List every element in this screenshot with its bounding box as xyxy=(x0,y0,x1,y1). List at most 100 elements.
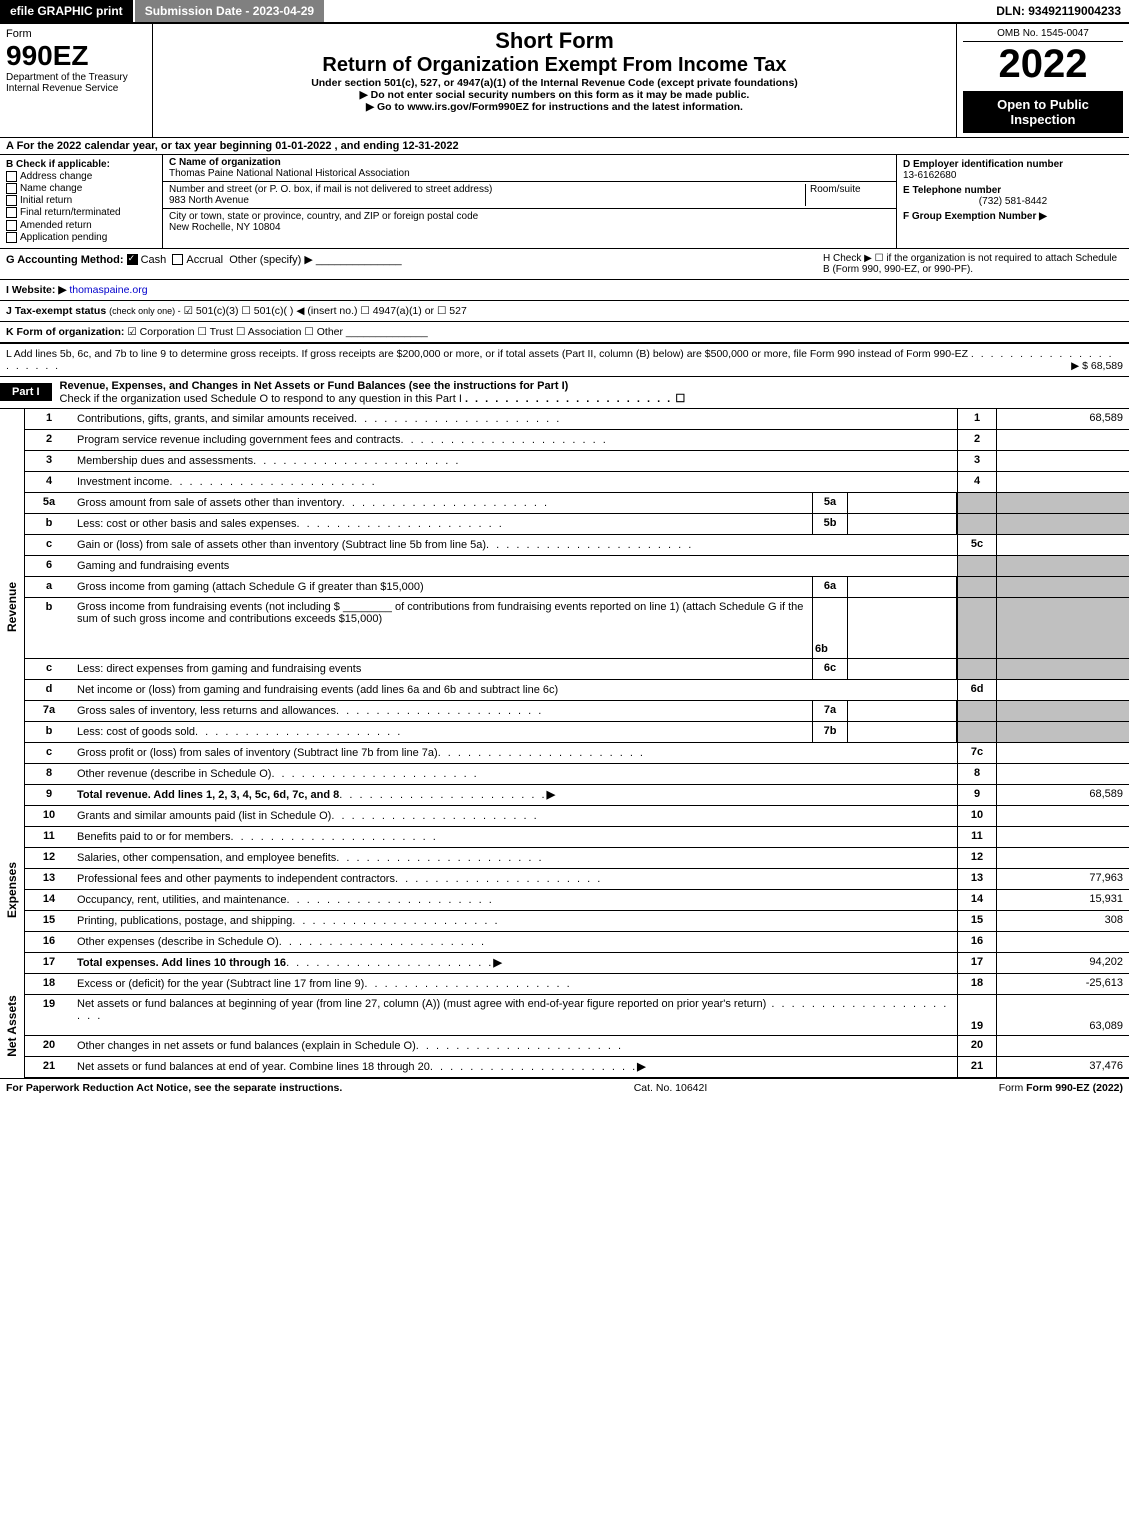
form-header: Form 990EZ Department of the Treasury In… xyxy=(0,24,1129,138)
website-link[interactable]: thomaspaine.org xyxy=(69,284,147,296)
footer-right: Form Form 990-EZ (2022) xyxy=(999,1082,1123,1094)
line-2-value xyxy=(996,430,1129,450)
check-name-change[interactable]: Name change xyxy=(6,183,156,194)
line-10-value xyxy=(996,806,1129,826)
irs-label: Internal Revenue Service xyxy=(6,83,146,94)
section-g: G Accounting Method: Cash Accrual Other … xyxy=(6,253,823,275)
line-7b: b Less: cost of goods sold 7b xyxy=(25,722,1129,743)
line-19-value: 63,089 xyxy=(996,995,1129,1035)
line-6a: a Gross income from gaming (attach Sched… xyxy=(25,577,1129,598)
check-address-change[interactable]: Address change xyxy=(6,171,156,182)
check-cash[interactable] xyxy=(127,254,138,265)
section-l: L Add lines 5b, 6c, and 7b to line 9 to … xyxy=(0,344,1129,376)
line-7c: c Gross profit or (loss) from sales of i… xyxy=(25,743,1129,764)
line-7b-value xyxy=(848,722,957,742)
line-14: 14 Occupancy, rent, utilities, and maint… xyxy=(25,890,1129,911)
line-19: 19 Net assets or fund balances at beginn… xyxy=(25,995,1129,1036)
line-20: 20 Other changes in net assets or fund b… xyxy=(25,1036,1129,1057)
line-17-value: 94,202 xyxy=(996,953,1129,973)
section-i-label: I Website: ▶ xyxy=(6,284,66,296)
section-j-opts: ☑ 501(c)(3) ☐ 501(c)( ) ◀ (insert no.) ☐… xyxy=(184,305,467,317)
part-1-checkbox[interactable]: ☐ xyxy=(675,393,685,405)
line-2: 2 Program service revenue including gove… xyxy=(25,430,1129,451)
line-6b: b Gross income from fundraising events (… xyxy=(25,598,1129,659)
check-application-pending[interactable]: Application pending xyxy=(6,232,156,243)
line-18-value: -25,613 xyxy=(996,974,1129,994)
line-1: 1 Contributions, gifts, grants, and simi… xyxy=(25,409,1129,430)
section-a-tax-year: A For the 2022 calendar year, or tax yea… xyxy=(0,138,1129,155)
section-i: I Website: ▶ thomaspaine.org xyxy=(0,280,1129,301)
section-k-opts: ☑ Corporation ☐ Trust ☐ Association ☐ Ot… xyxy=(127,326,343,338)
check-amended-return[interactable]: Amended return xyxy=(6,220,156,231)
line-7a: 7a Gross sales of inventory, less return… xyxy=(25,701,1129,722)
efile-print-button[interactable]: efile GRAPHIC print xyxy=(0,0,135,22)
form-number: 990EZ xyxy=(6,40,146,72)
line-21: 21 Net assets or fund balances at end of… xyxy=(25,1057,1129,1078)
line-6d: d Net income or (loss) from gaming and f… xyxy=(25,680,1129,701)
org-name: Thomas Paine National National Historica… xyxy=(169,168,890,179)
footer: For Paperwork Reduction Act Notice, see … xyxy=(0,1078,1129,1097)
section-k: K Form of organization: ☑ Corporation ☐ … xyxy=(0,322,1129,344)
section-k-label: K Form of organization: xyxy=(6,326,124,338)
goto-link[interactable]: ▶ Go to www.irs.gov/Form990EZ for instru… xyxy=(159,101,950,113)
street-address: 983 North Avenue xyxy=(169,195,805,206)
line-9-value: 68,589 xyxy=(996,785,1129,805)
sections-b-f: B Check if applicable: Address change Na… xyxy=(0,155,1129,249)
sections-g-h: G Accounting Method: Cash Accrual Other … xyxy=(0,249,1129,280)
line-4: 4 Investment income 4 xyxy=(25,472,1129,493)
check-initial-return[interactable]: Initial return xyxy=(6,195,156,206)
line-13: 13 Professional fees and other payments … xyxy=(25,869,1129,890)
form-label: Form xyxy=(6,28,146,40)
section-g-label: G Accounting Method: xyxy=(6,254,124,266)
part-1-check: Check if the organization used Schedule … xyxy=(60,393,462,405)
line-8: 8 Other revenue (describe in Schedule O)… xyxy=(25,764,1129,785)
under-section-text: Under section 501(c), 527, or 4947(a)(1)… xyxy=(159,77,950,89)
submission-date-button[interactable]: Submission Date - 2023-04-29 xyxy=(135,0,324,22)
line-6c-value xyxy=(848,659,957,679)
section-b-label: B Check if applicable: xyxy=(6,159,156,170)
part-1-title: Revenue, Expenses, and Changes in Net As… xyxy=(52,377,1129,408)
line-3: 3 Membership dues and assessments 3 xyxy=(25,451,1129,472)
expenses-side-label: Expenses xyxy=(0,806,25,974)
section-j-label: J Tax-exempt status xyxy=(6,305,106,317)
revenue-section: Revenue 1 Contributions, gifts, grants, … xyxy=(0,409,1129,806)
phone: (732) 581-8442 xyxy=(903,196,1123,207)
line-7a-value xyxy=(848,701,957,721)
line-14-value: 15,931 xyxy=(996,890,1129,910)
revenue-side-label: Revenue xyxy=(0,409,25,806)
section-b: B Check if applicable: Address change Na… xyxy=(0,155,163,248)
street-label: Number and street (or P. O. box, if mail… xyxy=(169,184,805,195)
sections-d-e-f: D Employer identification number 13-6162… xyxy=(896,155,1129,248)
line-6c: c Less: direct expenses from gaming and … xyxy=(25,659,1129,680)
city-label: City or town, state or province, country… xyxy=(169,211,890,222)
line-3-value xyxy=(996,451,1129,471)
line-11-value xyxy=(996,827,1129,847)
line-6b-value xyxy=(848,598,957,658)
check-accrual[interactable] xyxy=(172,254,183,265)
line-16-value xyxy=(996,932,1129,952)
line-10: 10 Grants and similar amounts paid (list… xyxy=(25,806,1129,827)
header-right: OMB No. 1545-0047 2022 Open to Public In… xyxy=(956,24,1129,137)
line-13-value: 77,963 xyxy=(996,869,1129,889)
open-to-public: Open to Public Inspection xyxy=(963,91,1123,133)
line-4-value xyxy=(996,472,1129,492)
line-7c-value xyxy=(996,743,1129,763)
return-title: Return of Organization Exempt From Incom… xyxy=(159,54,950,77)
part-1-label: Part I xyxy=(0,383,52,401)
net-assets-side-label: Net Assets xyxy=(0,974,25,1078)
footer-center: Cat. No. 10642I xyxy=(634,1082,708,1094)
section-f-label: F Group Exemption Number ▶ xyxy=(903,211,1123,222)
section-l-text: L Add lines 5b, 6c, and 7b to line 9 to … xyxy=(6,348,968,360)
header-left: Form 990EZ Department of the Treasury In… xyxy=(0,24,153,137)
line-5b-value xyxy=(848,514,957,534)
check-final-return[interactable]: Final return/terminated xyxy=(6,207,156,218)
line-11: 11 Benefits paid to or for members 11 xyxy=(25,827,1129,848)
ein: 13-6162680 xyxy=(903,170,1123,181)
line-5c: c Gain or (loss) from sale of assets oth… xyxy=(25,535,1129,556)
section-h: H Check ▶ ☐ if the organization is not r… xyxy=(823,253,1123,275)
line-12: 12 Salaries, other compensation, and emp… xyxy=(25,848,1129,869)
line-5c-value xyxy=(996,535,1129,555)
line-15-value: 308 xyxy=(996,911,1129,931)
section-j: J Tax-exempt status (check only one) - ☑… xyxy=(0,301,1129,322)
tax-year: 2022 xyxy=(963,42,1123,87)
